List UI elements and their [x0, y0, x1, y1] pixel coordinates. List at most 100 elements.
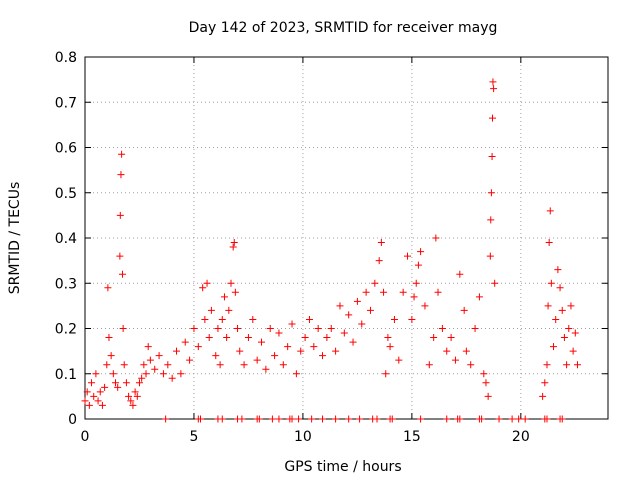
data-point-zero: [308, 415, 316, 423]
data-point: [314, 325, 322, 332]
data-point: [190, 325, 198, 332]
data-point: [114, 383, 122, 391]
data-point: [138, 374, 146, 382]
data-point-zero: [345, 415, 353, 423]
data-point: [216, 361, 224, 369]
data-point-zero: [495, 415, 503, 423]
data-point: [560, 334, 568, 342]
data-point: [544, 302, 552, 310]
data-point: [107, 352, 115, 360]
data-point-zero: [388, 415, 396, 423]
data-point: [425, 361, 433, 369]
data-point: [353, 297, 361, 305]
y-tick-label: 0: [68, 412, 77, 428]
data-point: [404, 252, 412, 260]
data-point: [447, 334, 455, 342]
data-point: [432, 234, 440, 242]
data-point: [336, 302, 344, 310]
data-point-zero: [508, 415, 516, 423]
data-point: [305, 315, 313, 323]
data-point: [249, 315, 257, 323]
data-point: [288, 320, 296, 328]
data-point: [96, 388, 104, 396]
data-point: [85, 401, 93, 409]
data-point: [218, 315, 226, 323]
data-point: [244, 334, 252, 342]
data-point: [258, 338, 266, 346]
y-tick-label: 0.4: [55, 231, 77, 247]
data-point: [482, 379, 490, 387]
data-point: [231, 288, 239, 296]
data-point-zero: [319, 415, 327, 423]
data-point: [546, 207, 554, 215]
data-point: [489, 114, 497, 122]
data-point: [563, 361, 571, 369]
data-point: [225, 306, 233, 314]
data-point: [125, 392, 133, 400]
data-point: [340, 329, 348, 337]
data-point: [88, 379, 96, 387]
data-point-zero: [332, 415, 340, 423]
data-point: [543, 361, 551, 369]
data-point: [349, 338, 357, 346]
data-point: [90, 392, 98, 400]
grid-lines: [85, 57, 608, 419]
data-point: [119, 325, 127, 332]
data-point: [384, 334, 392, 342]
data-point: [490, 85, 498, 93]
data-point: [327, 325, 335, 332]
y-tick-label: 0.5: [55, 186, 77, 202]
data-point: [550, 343, 558, 351]
data-point: [203, 279, 211, 287]
data-point-zero: [295, 415, 303, 423]
data-point: [345, 311, 353, 319]
data-point: [565, 325, 573, 332]
data-point: [227, 279, 235, 287]
data-point: [462, 347, 470, 355]
data-point: [116, 211, 124, 219]
data-point: [487, 216, 495, 224]
data-point: [399, 288, 407, 296]
data-point: [164, 361, 172, 369]
data-point: [104, 284, 112, 292]
y-tick-label: 0.2: [55, 322, 77, 338]
data-point: [223, 334, 231, 342]
data-point: [386, 343, 394, 351]
data-point: [144, 343, 152, 351]
data-point: [567, 302, 575, 310]
data-point-zero: [162, 415, 170, 423]
chart-title: Day 142 of 2023, SRMTID for receiver may…: [189, 20, 498, 36]
x-tick-label: 10: [294, 429, 312, 445]
data-point: [177, 370, 185, 378]
data-point-zero: [196, 415, 204, 423]
data-point: [569, 347, 577, 355]
data-point-zero: [373, 415, 381, 423]
data-point: [488, 153, 496, 161]
data-point: [122, 379, 130, 387]
data-point: [319, 352, 327, 360]
data-point: [554, 266, 562, 274]
data-point: [421, 302, 429, 310]
data-point: [83, 388, 91, 396]
data-point: [155, 352, 163, 360]
data-point: [253, 356, 261, 364]
data-point: [120, 361, 128, 369]
data-point: [408, 315, 416, 323]
data-point: [451, 356, 459, 364]
data-point-zero: [288, 415, 296, 423]
data-point: [112, 379, 120, 387]
data-point: [323, 334, 331, 342]
x-axis-label: GPS time / hours: [284, 459, 401, 475]
data-point: [234, 325, 242, 332]
data-point-zero: [543, 415, 551, 423]
data-point: [118, 150, 126, 158]
data-point: [129, 401, 137, 409]
data-point: [491, 279, 499, 287]
data-point: [456, 270, 464, 278]
data-point: [205, 334, 213, 342]
y-tick-label: 0.1: [55, 367, 77, 383]
data-point: [98, 401, 106, 409]
data-point: [471, 325, 479, 332]
data-point: [236, 347, 244, 355]
